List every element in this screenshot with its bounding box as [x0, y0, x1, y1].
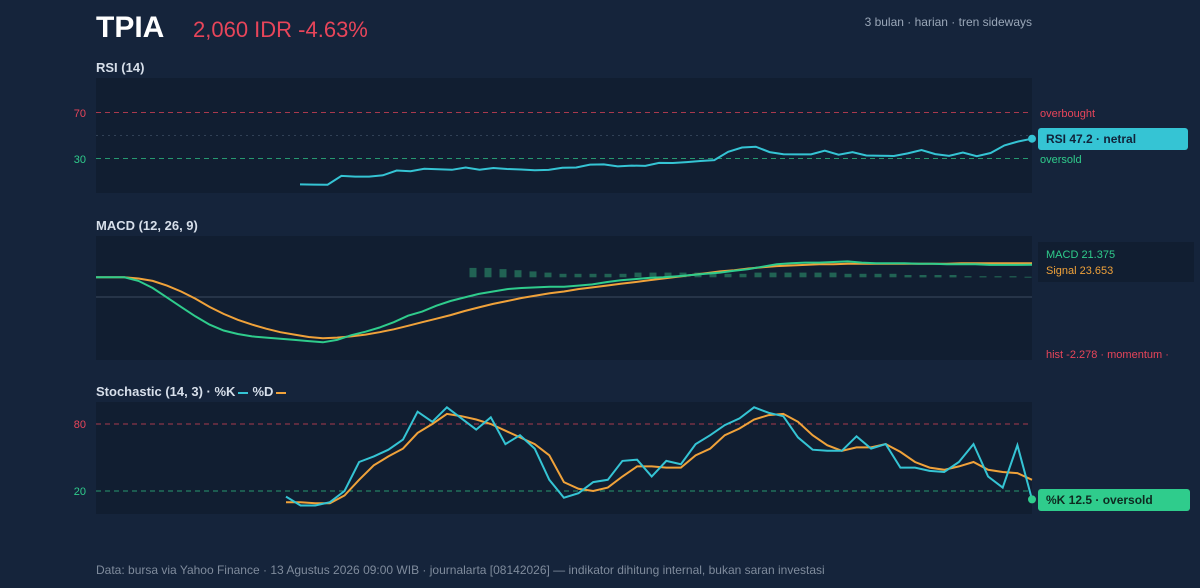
macd-hist-bar — [1009, 276, 1017, 278]
ticker-symbol: TPIA — [96, 11, 165, 44]
overbought-label: overbought — [1040, 108, 1095, 120]
macd-hist-bar — [994, 276, 1002, 278]
macd-panel-bg — [96, 236, 1032, 360]
macd-hist-bar — [844, 273, 852, 278]
hist-value-label: hist -2.278 · momentum · — [1046, 349, 1169, 361]
rsi-series-line — [299, 137, 1033, 186]
macd-hist-bar — [739, 273, 747, 278]
macd-hist-bar — [769, 272, 777, 278]
macd-hist-bar — [484, 267, 492, 278]
chart-subtitle: 3 bulan · harian · tren sideways — [864, 15, 1032, 29]
rsi-tick-30: 30 — [74, 154, 86, 166]
macd-hist-bar — [529, 271, 537, 278]
stoch-last-point — [1028, 495, 1036, 504]
macd-hist-bar — [889, 273, 897, 278]
macd-hist-bar — [499, 269, 507, 278]
macd-hist-bar — [799, 272, 807, 278]
macd-hist-bar — [709, 272, 717, 278]
macd-hist-bar — [724, 273, 732, 278]
macd-hist-bar — [574, 273, 582, 278]
macd-value-label: MACD 21.375 — [1046, 249, 1115, 261]
stoch-badge — [1038, 489, 1190, 511]
macd-series-line — [96, 260, 1033, 344]
stoch-d-line — [286, 412, 1033, 505]
rsi-panel-title: RSI (14) — [96, 60, 145, 75]
rsi-badge-text: RSI 47.2 · netral — [1046, 132, 1136, 146]
macd-hist-bar — [919, 275, 927, 278]
stoch-tick-20: 20 — [74, 486, 86, 498]
stoch-tick-80: 80 — [74, 419, 86, 431]
macd-hist-bar — [949, 275, 957, 278]
macd-panel-title: MACD (12, 26, 9) — [96, 218, 198, 233]
macd-hist-bar — [1024, 276, 1032, 278]
macd-hist-bar — [904, 275, 912, 278]
macd-hist-bar — [469, 267, 477, 278]
stoch-badge-text: %K 12.5 · oversold — [1046, 493, 1153, 507]
macd-hist-bar — [874, 273, 882, 278]
oversold-label: oversold — [1040, 154, 1082, 166]
macd-hist-bar — [964, 276, 972, 278]
stoch-k-line — [285, 405, 1033, 507]
rsi-tick-70: 70 — [74, 108, 86, 120]
stoch-title-text: Stochastic (14, 3) · %K — [96, 384, 236, 399]
macd-hist-bar — [544, 272, 552, 278]
macd-hist-bar — [934, 275, 942, 278]
macd-hist-bar — [979, 276, 987, 278]
price-change: 2,060 IDR -4.63% — [193, 17, 368, 42]
macd-hist-bar — [589, 273, 597, 278]
macd-hist-bar — [514, 270, 522, 278]
macd-hist-bar — [559, 273, 567, 278]
stoch-panel-bg — [96, 402, 1032, 514]
macd-hist-bar — [784, 272, 792, 278]
macd-hist-bar — [634, 272, 642, 278]
macd-hist-bar — [649, 272, 657, 278]
rsi-badge — [1038, 128, 1188, 150]
macd-value-box — [1038, 242, 1194, 282]
macd-hist-bar — [754, 272, 762, 278]
macd-hist-bar — [604, 273, 612, 278]
stoch-panel-title: Stochastic (14, 3) · %K %D — [96, 384, 290, 400]
macd-hist-bar — [829, 272, 837, 278]
macd-hist-bar — [619, 273, 627, 278]
macd-hist-bar — [814, 272, 822, 278]
footer-source: Data: bursa via Yahoo Finance · 13 Agust… — [96, 563, 825, 577]
rsi-last-point — [1028, 134, 1036, 143]
d-legend-swatch — [276, 391, 287, 394]
signal-value-label: Signal 23.653 — [1046, 265, 1113, 277]
macd-hist-bar — [664, 272, 672, 278]
k-legend-swatch — [238, 391, 249, 394]
d-legend-label: %D — [252, 384, 274, 399]
macd-hist-bar — [859, 273, 867, 278]
